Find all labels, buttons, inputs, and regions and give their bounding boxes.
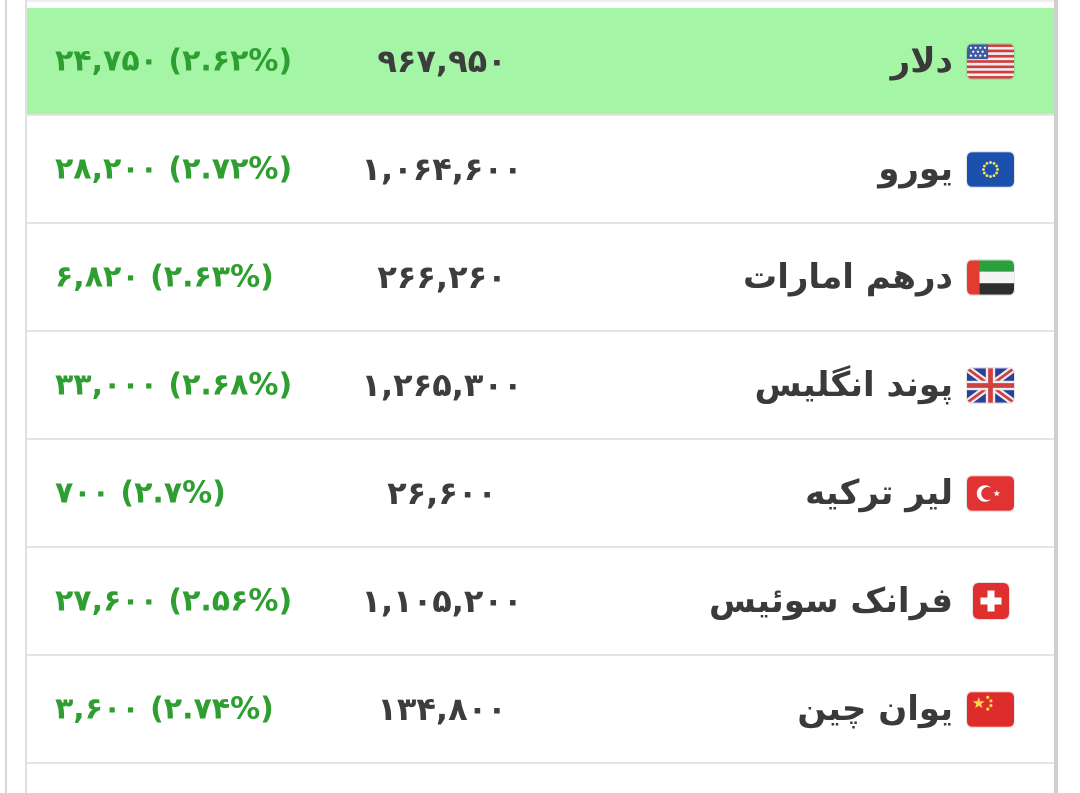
change-value: ۶,۸۲۰ (۲.۶۳%) — [55, 259, 274, 295]
currency-row[interactable]: ۲۴,۷۵۰ (۲.۶۲%) ۹۶۷,۹۵۰ دلار — [27, 8, 1054, 116]
currency-row[interactable]: ۲۸,۲۰۰ (۲.۷۲%) ۱,۰۶۴,۶۰۰ یورو — [27, 116, 1054, 224]
change-value: ۲۸,۲۰۰ (۲.۷۲%) — [55, 151, 293, 187]
currency-row[interactable]: ۳۳,۰۰۰ (۲.۶۸%) ۱,۲۶۵,۳۰۰ پوند انگلیس — [27, 332, 1054, 440]
uk-flag-icon — [967, 367, 1014, 403]
currency-label-group: فرانک سوئیس — [709, 581, 1014, 621]
change-value: ۳۳,۰۰۰ (۲.۶۸%) — [55, 367, 293, 403]
eu-flag-icon — [967, 151, 1014, 187]
us-flag-icon — [967, 43, 1014, 79]
price-value: ۱,۱۰۵,۲۰۰ — [361, 582, 523, 620]
price-value: ۲۶,۶۰۰ — [387, 474, 497, 512]
switzerland-flag-icon — [967, 583, 1014, 619]
currency-name: پوند انگلیس — [754, 365, 953, 405]
price-value: ۱,۲۶۵,۳۰۰ — [361, 366, 523, 404]
currency-row[interactable]: ۳,۶۰۰ (۲.۷۴%) ۱۳۴,۸۰۰ یوان چین — [27, 656, 1054, 764]
change-value: ۲۷,۶۰۰ (۲.۵۶%) — [55, 583, 293, 619]
price-value: ۱۳۴,۸۰۰ — [377, 690, 507, 728]
currency-label-group: یوان چین — [797, 689, 1014, 729]
change-value: ۷۰۰ (۲.۷%) — [55, 475, 226, 511]
currency-name: درهم امارات — [743, 257, 953, 297]
currency-label-group: درهم امارات — [743, 257, 1014, 297]
next-row-partial — [27, 764, 1054, 777]
currency-name: یوان چین — [797, 689, 953, 729]
change-value: ۲۴,۷۵۰ (۲.۶۲%) — [55, 43, 293, 79]
china-flag-icon — [967, 691, 1014, 727]
currency-row[interactable]: ۶,۸۲۰ (۲.۶۳%) ۲۶۶,۲۶۰ درهم امارات — [27, 224, 1054, 332]
currency-row[interactable]: ۲۷,۶۰۰ (۲.۵۶%) ۱,۱۰۵,۲۰۰ فرانک سوئیس — [27, 548, 1054, 656]
currency-label-group: یورو — [878, 149, 1014, 189]
price-value: ۱,۰۶۴,۶۰۰ — [361, 150, 523, 188]
change-value: ۳,۶۰۰ (۲.۷۴%) — [55, 691, 274, 727]
turkey-flag-icon — [967, 475, 1014, 511]
currency-label-group: پوند انگلیس — [755, 365, 1014, 405]
uae-flag-icon — [967, 259, 1014, 295]
currency-name: یورو — [878, 149, 953, 189]
currency-label-group: دلار — [891, 41, 1014, 81]
price-value: ۲۶۶,۲۶۰ — [377, 258, 507, 296]
currency-table: ۲۴,۷۵۰ (۲.۶۲%) ۹۶۷,۹۵۰ دلار ۲۸,۲۰۰ (۲.۷۲… — [25, 0, 1058, 793]
currency-label-group: لیر ترکیه — [805, 473, 1014, 513]
currency-name: فرانک سوئیس — [709, 581, 953, 621]
currency-row[interactable]: ۷۰۰ (۲.۷%) ۲۶,۶۰۰ لیر ترکیه — [27, 440, 1054, 548]
currency-name: لیر ترکیه — [805, 473, 953, 513]
currency-name: دلار — [890, 41, 953, 81]
price-value: ۹۶۷,۹۵۰ — [377, 42, 507, 80]
previous-row-edge — [27, 0, 1054, 8]
page-left-divider — [5, 0, 7, 793]
